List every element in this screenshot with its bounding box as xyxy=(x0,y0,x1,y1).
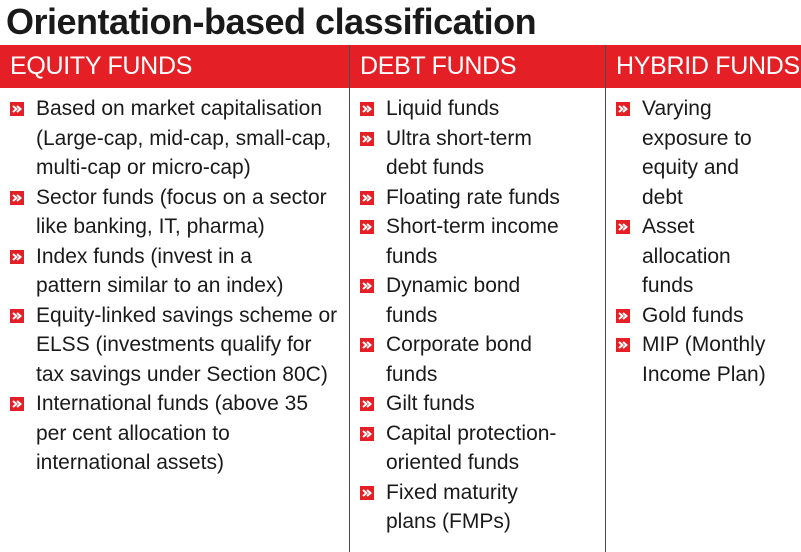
list-item: Short-term income funds xyxy=(358,212,596,271)
item-text: Gold funds xyxy=(642,303,744,327)
list-item: Dynamic bond funds xyxy=(358,271,566,330)
item-text: Asset allocation funds xyxy=(642,215,731,297)
item-text: Capital protection-oriented funds xyxy=(386,421,557,475)
arrow-box-icon xyxy=(360,397,374,411)
item-text: Gilt funds xyxy=(386,392,475,415)
list-item: Equity-linked savings scheme or ELSS (in… xyxy=(8,301,341,390)
arrow-box-icon xyxy=(360,131,374,146)
item-text: Dynamic bond funds xyxy=(386,274,521,327)
column-debt-funds: DEBT FUNDS Liquid funds Ultra short-term… xyxy=(349,45,605,552)
list-item: Liquid funds xyxy=(358,94,603,124)
debt-list: Liquid funds Ultra short-term debt funds… xyxy=(350,88,605,537)
arrow-box-icon xyxy=(616,308,630,323)
page-title: Orientation-based classification xyxy=(6,1,537,42)
column-header-hybrid: HYBRID FUNDS xyxy=(606,45,801,88)
arrow-box-icon xyxy=(360,485,374,500)
column-header-equity: EQUITY FUNDS xyxy=(0,45,349,88)
list-item: Based on market capitalisation (Large-ca… xyxy=(8,94,336,183)
item-text: MIP (Monthly Income Plan) xyxy=(642,333,766,386)
list-item: MIP (Monthly Income Plan) xyxy=(614,330,801,389)
item-text: International funds (above 35 per cent a… xyxy=(36,392,309,474)
arrow-box-icon xyxy=(360,279,374,293)
item-text: Ultra short-term debt funds xyxy=(386,126,532,180)
arrow-box-icon xyxy=(360,102,374,116)
arrow-box-icon xyxy=(10,308,24,323)
list-item: Varying exposure to equity and debt xyxy=(614,94,777,212)
list-item: Index funds (invest in a pattern similar… xyxy=(8,242,316,301)
item-text: Equity-linked savings scheme or ELSS (in… xyxy=(36,303,338,386)
arrow-box-icon xyxy=(10,249,24,264)
classification-table: EQUITY FUNDS Based on market capitalisat… xyxy=(0,45,801,552)
arrow-box-icon xyxy=(10,190,24,205)
arrow-box-icon xyxy=(10,102,24,116)
list-item: Gilt funds xyxy=(358,389,603,419)
list-item: Floating rate funds xyxy=(358,183,603,213)
arrow-box-icon xyxy=(360,220,374,234)
hybrid-list: Varying exposure to equity and debt Asse… xyxy=(606,88,801,389)
arrow-box-icon xyxy=(10,397,24,411)
item-text: Short-term income funds xyxy=(386,215,559,268)
arrow-box-icon xyxy=(360,190,374,205)
item-text: Index funds (invest in a pattern similar… xyxy=(36,244,284,298)
list-item: Fixed maturity plans (FMPs) xyxy=(358,478,566,537)
list-item: Gold funds xyxy=(614,301,797,331)
equity-list: Based on market capitalisation (Large-ca… xyxy=(0,88,349,478)
arrow-box-icon xyxy=(360,426,374,441)
item-text: Based on market capitalisation (Large-ca… xyxy=(36,97,332,179)
list-item: Sector funds (focus on a sector like ban… xyxy=(8,183,341,242)
arrow-box-icon xyxy=(616,220,630,234)
list-item: Asset allocation funds xyxy=(614,212,772,301)
item-text: Liquid funds xyxy=(386,97,500,120)
item-text: Varying exposure to equity and debt xyxy=(642,97,752,209)
arrow-box-icon xyxy=(616,102,630,116)
item-text: Sector funds (focus on a sector like ban… xyxy=(36,185,327,239)
column-hybrid-funds: HYBRID FUNDS Varying exposure to equity … xyxy=(605,45,801,552)
arrow-box-icon xyxy=(360,338,374,352)
list-item: Corporate bond funds xyxy=(358,330,571,389)
column-equity-funds: EQUITY FUNDS Based on market capitalisat… xyxy=(0,45,349,552)
list-item: Capital protection-oriented funds xyxy=(358,419,601,478)
column-header-debt: DEBT FUNDS xyxy=(350,45,605,88)
arrow-box-icon xyxy=(616,338,630,352)
item-text: Floating rate funds xyxy=(386,185,560,209)
list-item: International funds (above 35 per cent a… xyxy=(8,389,316,478)
list-item: Ultra short-term debt funds xyxy=(358,124,576,183)
item-text: Fixed maturity plans (FMPs) xyxy=(386,480,518,534)
item-text: Corporate bond funds xyxy=(386,333,532,386)
